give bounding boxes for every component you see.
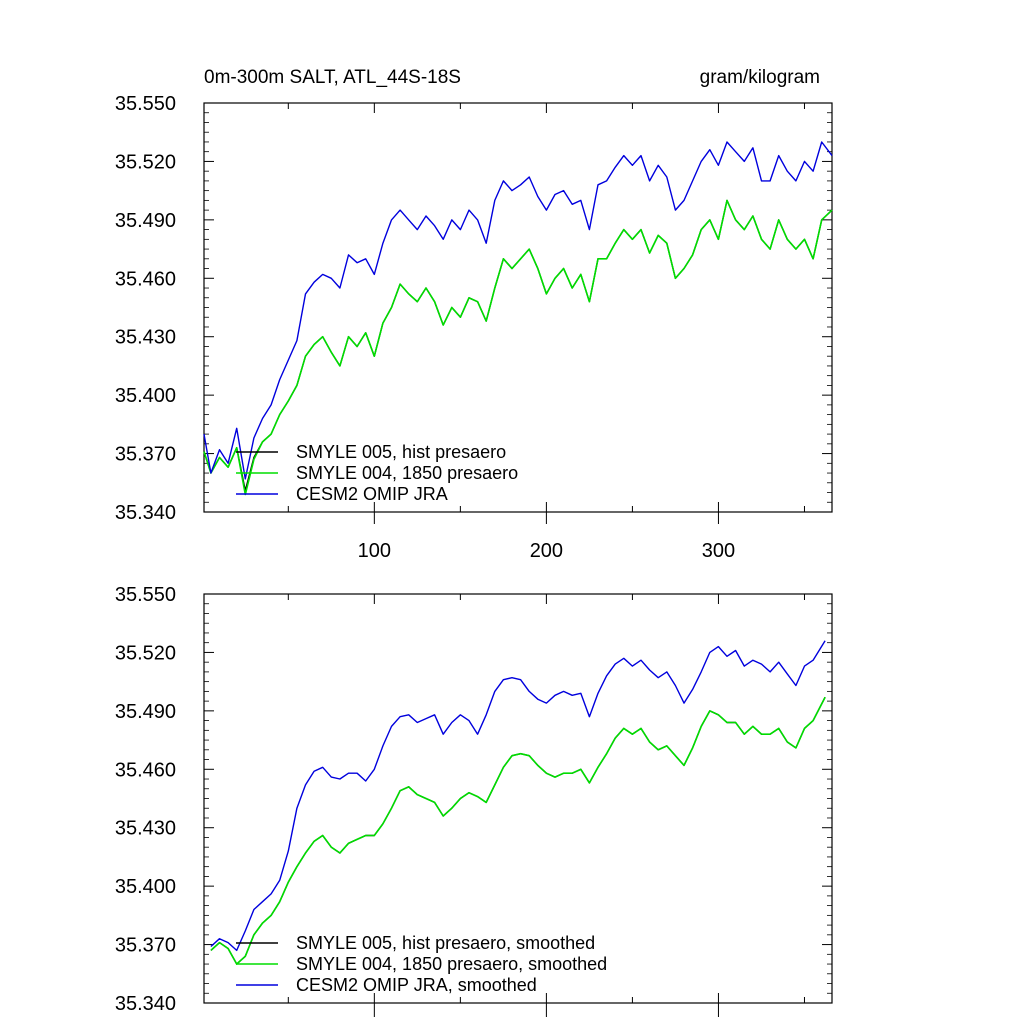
top-y-tick-label: 35.490 xyxy=(115,210,176,232)
bottom-legend-label-1: SMYLE 005, hist presaero, smoothed xyxy=(296,933,595,953)
bottom-y-tick-label: 35.490 xyxy=(115,701,176,723)
top-y-tick-label: 35.460 xyxy=(115,268,176,290)
top-x-tick-label: 300 xyxy=(702,540,735,562)
top-legend-label-1: SMYLE 005, hist presaero xyxy=(296,442,506,462)
bottom-y-tick-label: 35.430 xyxy=(115,818,176,840)
top-series-line-3 xyxy=(203,141,833,480)
top-y-tick-label: 35.520 xyxy=(115,151,176,173)
units-label: gram/kilogram xyxy=(700,67,820,88)
bottom-series-line-3 xyxy=(210,640,826,952)
bottom-panel: 35.550 35.520 35.490 35.460 35.430 35.400 35.3… xyxy=(115,584,833,1017)
bottom-legend-label-2: SMYLE 004, 1850 presaero, smoothed xyxy=(296,954,607,974)
bottom-y-tick-label: 35.460 xyxy=(115,759,176,781)
top-legend-label-2: SMYLE 004, 1850 presaero xyxy=(296,463,518,483)
bottom-series-line-1 xyxy=(210,696,826,965)
top-y-tick-label: 35.550 xyxy=(115,93,176,115)
top-y-tick-label: 35.370 xyxy=(115,444,176,466)
chart-title: 0m-300m SALT, ATL_44S-18S xyxy=(204,67,461,88)
bottom-y-tick-label: 35.370 xyxy=(115,935,176,957)
top-series-line-2 xyxy=(203,199,833,496)
top-y-tick-label: 35.430 xyxy=(115,327,176,349)
bottom-y-tick-label: 35.400 xyxy=(115,876,176,898)
top-y-tick-label: 35.400 xyxy=(115,385,176,407)
top-x-tick-label: 200 xyxy=(530,540,563,562)
top-panel: 35.550 35.520 35.490 35.460 35.430 35.400 35.3… xyxy=(115,93,833,562)
bottom-legend-label-3: CESM2 OMIP JRA, smoothed xyxy=(296,975,537,995)
bottom-series-line-2 xyxy=(210,696,826,965)
top-x-tick-label: 100 xyxy=(358,540,391,562)
top-y-tick-label: 35.340 xyxy=(115,502,176,524)
top-legend-label-3: CESM2 OMIP JRA xyxy=(296,484,448,504)
bottom-y-tick-label: 35.520 xyxy=(115,642,176,664)
bottom-y-tick-label: 35.340 xyxy=(115,993,176,1015)
bottom-y-tick-label: 35.550 xyxy=(115,584,176,606)
